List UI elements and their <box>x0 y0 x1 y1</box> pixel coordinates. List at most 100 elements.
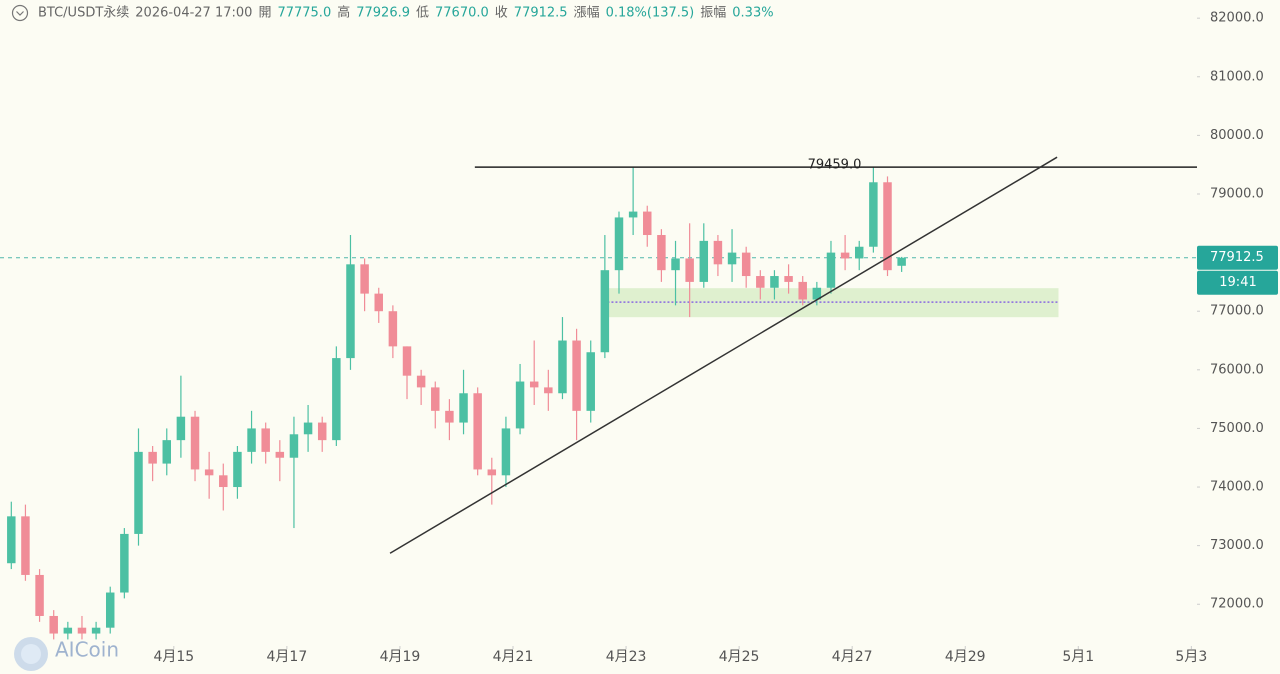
x-tick-label: 4月15 <box>153 649 194 665</box>
candle-body <box>190 416 200 470</box>
candle-body <box>600 270 610 353</box>
candle-body <box>643 211 652 236</box>
candle-body <box>741 252 751 277</box>
x-tick-label: 5月1 <box>1062 649 1094 665</box>
watermark: AICoin <box>55 638 119 662</box>
candle-body <box>727 252 737 265</box>
candle-body <box>388 311 398 347</box>
candle-body <box>162 440 171 464</box>
candle-body <box>360 264 369 294</box>
candle-body <box>586 352 595 411</box>
symbol: BTC/USDT永续 <box>38 6 129 21</box>
candle-body <box>473 393 482 470</box>
candle-body <box>332 358 341 441</box>
candle-body <box>289 434 299 458</box>
y-tick-label: 73000.0 <box>1210 538 1264 553</box>
header-icon <box>11 4 29 22</box>
candle-body <box>897 257 906 266</box>
candle-body <box>91 627 101 634</box>
x-tick-label: 4月23 <box>606 649 647 665</box>
candle-body <box>558 340 567 394</box>
watermark-logo <box>14 637 48 671</box>
candle-body <box>374 293 383 312</box>
x-tick-label: 4月21 <box>493 649 534 665</box>
candle-body <box>49 615 58 634</box>
field-label: 振幅 <box>700 6 726 21</box>
x-tick-label: 4月25 <box>719 649 760 665</box>
candle-body <box>770 276 779 288</box>
candle-body <box>120 533 129 593</box>
candle-body <box>176 416 186 441</box>
candle-body <box>501 428 511 476</box>
candle-body <box>247 428 256 452</box>
x-tick-label: 4月27 <box>832 649 873 665</box>
candle-body <box>713 240 723 265</box>
candle-body <box>812 287 822 300</box>
y-tick-label: 82000.0 <box>1210 11 1264 26</box>
candle-body <box>35 574 44 616</box>
field-value: 77926.9 <box>356 6 410 21</box>
candle-body <box>699 240 709 282</box>
resistance-label: 79459.0 <box>808 158 862 173</box>
field-label: 低 <box>416 6 429 21</box>
candle-body <box>233 451 242 488</box>
candle-body <box>826 252 836 288</box>
field-label: 高 <box>337 5 350 21</box>
candle-body <box>77 627 87 634</box>
candle-body <box>275 451 285 458</box>
candle-body <box>21 516 30 575</box>
candle-body <box>784 276 793 282</box>
trend-line <box>389 156 1058 554</box>
last-price-tag <box>1197 245 1278 270</box>
candle-body <box>614 217 624 271</box>
field-value: 0.18%(137.5) <box>606 6 695 21</box>
x-tick-label: 4月19 <box>380 649 421 665</box>
y-tick-label: 77000.0 <box>1210 304 1264 319</box>
candle-body <box>445 410 454 423</box>
candle-body <box>756 276 765 288</box>
candle-body <box>628 211 638 218</box>
field-value: 0.33% <box>732 6 773 21</box>
candle-body <box>134 451 143 534</box>
field-label: 開 <box>258 6 271 21</box>
candle-body <box>544 387 553 394</box>
candle-body <box>657 235 666 271</box>
candle-body <box>883 182 892 271</box>
time: 2026-04-27 17:00 <box>135 6 252 21</box>
last-price-label: 77912.5 <box>1210 250 1264 265</box>
candle-body <box>572 340 581 411</box>
x-tick-label: 4月17 <box>267 649 308 665</box>
candle-body <box>685 258 694 282</box>
candle-body <box>671 258 680 271</box>
candle-body <box>148 451 157 464</box>
candle-body <box>855 246 864 259</box>
candle-body <box>529 381 539 388</box>
candle-body <box>798 281 807 300</box>
candle-body <box>346 264 355 359</box>
y-tick-label: 79000.0 <box>1210 186 1264 201</box>
y-tick-label: 76000.0 <box>1210 362 1264 377</box>
field-value: 77670.0 <box>435 6 489 21</box>
candle-body <box>869 182 878 247</box>
candle-body <box>261 428 270 452</box>
field-label: 漲幅 <box>574 6 600 21</box>
candle-body <box>105 592 115 628</box>
candle-body <box>204 469 214 476</box>
candle-body <box>219 475 228 488</box>
y-tick-label: 80000.0 <box>1210 128 1264 143</box>
candle-body <box>515 381 525 429</box>
y-tick-label: 75000.0 <box>1210 421 1264 436</box>
candle-body <box>487 469 497 476</box>
candle-body <box>459 393 468 423</box>
field-value: 77912.5 <box>514 6 568 21</box>
x-tick-label: 4月29 <box>945 649 986 665</box>
candle-body <box>840 252 850 259</box>
candle-body <box>317 422 327 441</box>
candle-body <box>431 387 440 411</box>
y-tick-label: 72000.0 <box>1210 597 1264 612</box>
candle-body <box>7 516 16 564</box>
countdown: 19:41 <box>1219 275 1256 290</box>
